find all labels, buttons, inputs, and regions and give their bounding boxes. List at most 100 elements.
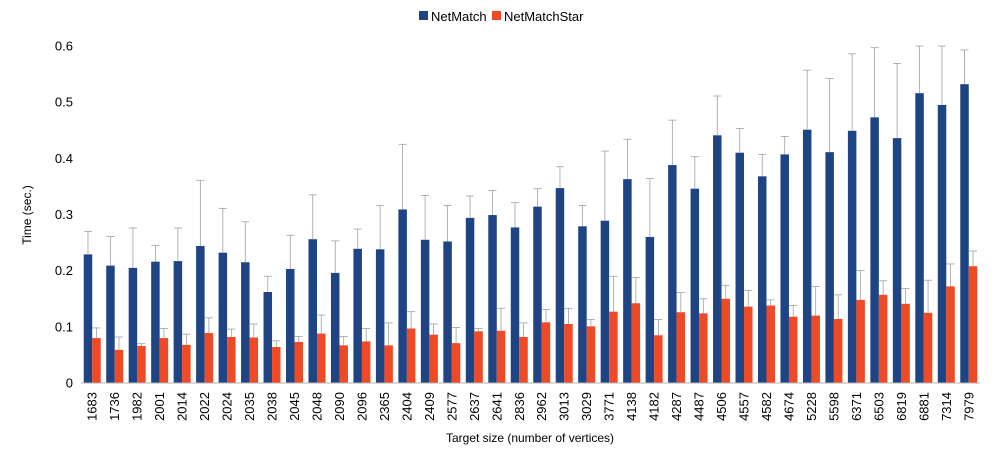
x-tick-label: 4182 xyxy=(647,392,662,421)
bar-netmatchstar xyxy=(519,336,528,383)
y-tick-label: 0.1 xyxy=(55,319,73,334)
bar-netmatchstar xyxy=(272,347,281,383)
bar-netmatchstar xyxy=(609,311,618,383)
bar-netmatch xyxy=(870,117,879,383)
x-tick-label: 4557 xyxy=(737,392,752,421)
bar-netmatch xyxy=(308,239,317,383)
bar-netmatchstar xyxy=(699,313,708,383)
x-tick-label: 6371 xyxy=(849,392,864,421)
bar-netmatchstar xyxy=(429,334,438,383)
bar-netmatchstar xyxy=(227,336,236,383)
bar-netmatch xyxy=(465,217,475,383)
bar-netmatch xyxy=(420,239,430,383)
bar-netmatch xyxy=(286,268,295,383)
y-tick-label: 0.4 xyxy=(55,151,73,166)
x-tick-label: 4506 xyxy=(714,392,729,421)
bar-netmatchstar xyxy=(294,341,304,383)
bar-netmatch xyxy=(488,215,497,383)
bar-netmatchstar xyxy=(92,338,101,383)
y-tick-label: 0.3 xyxy=(55,207,73,222)
bar-netmatch xyxy=(690,188,700,383)
x-tick-label: 2962 xyxy=(534,392,549,421)
bar-netmatchstar xyxy=(249,337,259,383)
bar-netmatchstar xyxy=(766,305,775,383)
bar-netmatchstar xyxy=(654,335,663,383)
x-tick-label: 2035 xyxy=(242,392,257,421)
bars xyxy=(83,84,978,384)
bar-netmatchstar xyxy=(946,286,955,383)
y-tick-label: 0.6 xyxy=(55,39,73,54)
x-tick-label: 2577 xyxy=(444,392,459,421)
bar-netmatch xyxy=(623,179,632,383)
bar-netmatch xyxy=(263,292,273,383)
x-tick-label: 2014 xyxy=(175,392,190,421)
bar-netmatch xyxy=(713,135,722,383)
bar-netmatch xyxy=(802,129,812,383)
bar-netmatch xyxy=(937,104,947,383)
legend-swatch-netmatchstar xyxy=(492,11,501,20)
x-axis-tick-labels: 1683 1736 1982 2001 2014 2022 2024 2035 2038 2045… xyxy=(85,392,977,421)
bar-netmatch xyxy=(600,220,610,383)
bar-netmatchstar xyxy=(564,324,573,383)
bar-netmatchstar xyxy=(811,315,820,383)
bar-netmatch xyxy=(173,261,183,383)
x-tick-label: 4487 xyxy=(692,392,707,421)
x-tick-label: 2641 xyxy=(489,392,504,421)
bar-netmatch xyxy=(757,176,767,383)
bar-netmatchstar xyxy=(316,333,326,383)
bar-netmatch xyxy=(241,262,250,383)
x-tick-label: 6503 xyxy=(871,392,886,421)
bar-netmatchstar xyxy=(541,322,551,383)
bar-netmatch xyxy=(645,236,655,383)
legend-swatch-netmatch xyxy=(419,11,428,20)
bar-netmatchstar xyxy=(901,303,910,383)
bar-netmatch xyxy=(735,152,745,383)
x-tick-label: 2409 xyxy=(422,392,437,421)
x-tick-label: 1683 xyxy=(85,392,100,421)
bar-netmatch xyxy=(151,261,160,383)
bar-netmatchstar xyxy=(676,312,686,383)
bar-netmatch xyxy=(375,249,385,383)
x-tick-label: 2836 xyxy=(512,392,527,421)
x-tick-label: 4287 xyxy=(669,392,684,421)
bar-netmatch xyxy=(578,226,587,383)
bar-netmatch xyxy=(510,227,520,383)
x-tick-label: 4674 xyxy=(781,392,796,421)
x-tick-label: 2024 xyxy=(220,392,235,421)
bar-netmatch xyxy=(106,265,115,383)
bar-netmatchstar xyxy=(878,294,888,383)
legend: NetMatch NetMatchStar xyxy=(419,9,584,24)
bar-netmatchstar xyxy=(204,333,214,383)
bar-netmatchstar xyxy=(721,298,731,383)
bar-netmatch xyxy=(218,252,228,383)
bar-netmatchstar xyxy=(856,299,865,383)
bar-netmatch xyxy=(847,130,857,383)
x-tick-label: 3029 xyxy=(579,392,594,421)
y-tick-label: 0.2 xyxy=(55,263,73,278)
bar-netmatch xyxy=(196,245,205,383)
bar-netmatchstar xyxy=(384,345,393,383)
bar-netmatchstar xyxy=(361,341,371,383)
x-tick-label: 6881 xyxy=(916,392,931,421)
x-tick-label: 7314 xyxy=(939,392,954,421)
bar-netmatch xyxy=(668,165,677,383)
x-tick-label: 2045 xyxy=(287,392,302,421)
bar-netmatch xyxy=(533,206,542,383)
bar-netmatchstar xyxy=(137,345,146,383)
y-axis-ticks: 0 0.1 0.2 0.3 0.4 0.5 0.6 xyxy=(55,39,73,391)
bar-netmatchstar xyxy=(586,326,596,383)
x-tick-label: 2038 xyxy=(265,392,280,421)
x-tick-label: 2096 xyxy=(354,392,369,421)
bar-netmatch xyxy=(892,138,902,383)
y-tick-label: 0 xyxy=(66,376,73,391)
bar-netmatchstar xyxy=(744,306,753,383)
bar-netmatch xyxy=(780,154,789,383)
bar-netmatch xyxy=(555,188,565,383)
x-tick-label: 2022 xyxy=(197,392,212,421)
x-tick-label: 3771 xyxy=(602,392,617,421)
bar-netmatch xyxy=(960,84,969,384)
bar-netmatchstar xyxy=(451,343,461,383)
x-tick-label: 1736 xyxy=(107,392,122,421)
bar-netmatchstar xyxy=(474,331,483,383)
